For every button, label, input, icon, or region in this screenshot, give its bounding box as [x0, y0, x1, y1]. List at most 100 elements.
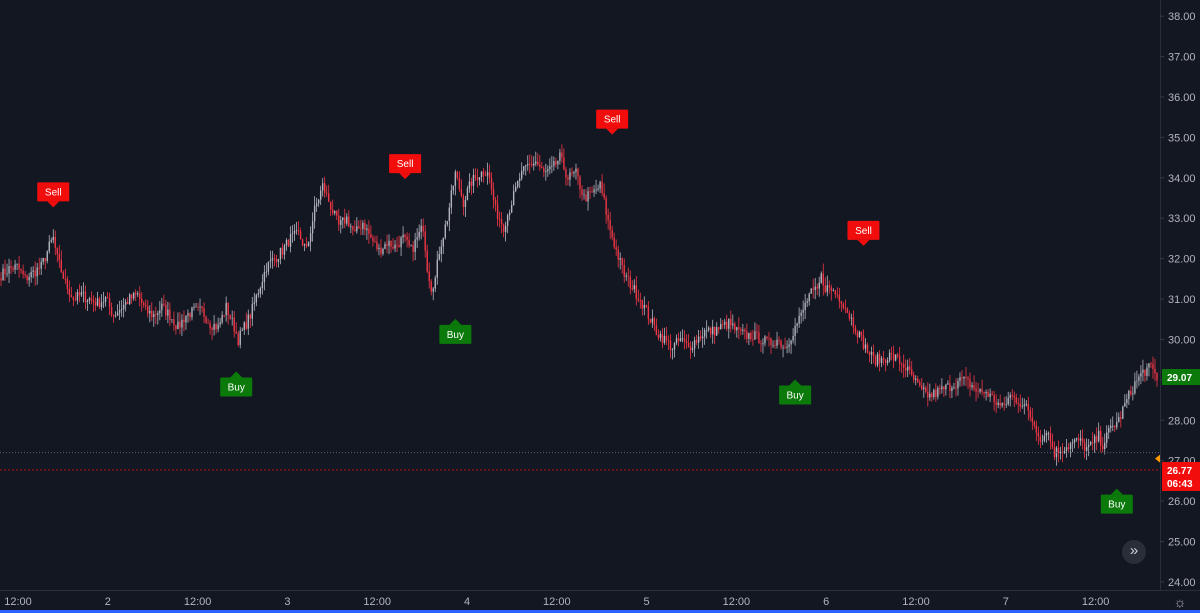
candle [609, 220, 611, 231]
candle [273, 258, 276, 260]
sell-signal[interactable]: Sell [847, 220, 880, 246]
candle [583, 194, 585, 196]
candle [446, 221, 449, 225]
candle [919, 382, 921, 386]
candle [356, 226, 358, 232]
signal-pointer [1110, 488, 1123, 495]
candle [1031, 417, 1034, 423]
candle [118, 310, 121, 313]
candle [338, 215, 340, 225]
candle [738, 327, 740, 330]
candle [595, 189, 597, 191]
candle [1053, 447, 1056, 458]
sell-signal[interactable]: Sell [389, 154, 422, 180]
candle [545, 171, 547, 173]
candle [315, 203, 318, 206]
candle [973, 385, 975, 389]
candle [249, 314, 251, 319]
candle [597, 188, 599, 190]
candle [756, 331, 758, 333]
candle [506, 215, 509, 226]
candle [1043, 435, 1046, 441]
candle [139, 293, 141, 299]
candle [237, 333, 239, 346]
sell-signal[interactable]: Sell [596, 109, 629, 135]
candle [868, 352, 871, 355]
signal-pointer [47, 201, 60, 208]
candle [826, 285, 828, 292]
y-tick-label: 30.00 [1168, 334, 1196, 346]
candle [1087, 444, 1090, 448]
price-axis[interactable] [1160, 0, 1200, 613]
candle [1089, 442, 1092, 445]
candle [722, 324, 724, 325]
candle [567, 177, 569, 180]
candle [269, 260, 272, 262]
buy-signal[interactable]: Buy [439, 318, 472, 344]
candle [376, 241, 378, 250]
candle [651, 318, 654, 323]
candle [621, 258, 623, 266]
candle [50, 240, 52, 242]
candle [52, 236, 54, 241]
candle [728, 318, 730, 329]
candle [780, 340, 782, 348]
signal-text: Buy [786, 391, 803, 402]
candle [92, 299, 95, 302]
candle [917, 378, 919, 383]
signal-pointer [606, 128, 619, 135]
y-tick-label: 36.00 [1168, 92, 1196, 104]
candle [1079, 438, 1082, 441]
candle [124, 301, 127, 305]
candle [20, 269, 22, 271]
candle [965, 376, 967, 378]
candle [909, 366, 911, 370]
candle [527, 163, 529, 166]
candle [412, 245, 414, 252]
candle [36, 267, 38, 277]
candle [953, 387, 955, 389]
candle [603, 193, 605, 198]
candle [1007, 397, 1009, 405]
candle [705, 329, 708, 331]
last-price-box [1162, 369, 1200, 386]
candle [358, 226, 360, 229]
buy-signal[interactable]: Buy [779, 379, 812, 405]
candle [1023, 404, 1026, 406]
candle [541, 166, 543, 169]
candle [1039, 436, 1042, 442]
candle [444, 224, 447, 238]
candle [408, 239, 410, 246]
candle [424, 231, 426, 251]
candle [977, 391, 979, 393]
scroll-to-realtime-button[interactable]: » [1122, 540, 1146, 564]
candle [818, 282, 820, 289]
candle [432, 288, 434, 292]
candle [334, 210, 336, 214]
candle [852, 317, 855, 328]
candle [742, 329, 744, 331]
candle [422, 225, 424, 232]
chart-settings-button[interactable]: ☼ [1171, 593, 1189, 611]
candle [997, 402, 999, 405]
sell-signal[interactable]: Sell [37, 182, 70, 208]
candle [137, 293, 139, 295]
candle [1015, 397, 1017, 403]
candle [790, 340, 792, 345]
candle [581, 189, 583, 195]
buy-signal[interactable]: Buy [1100, 488, 1133, 514]
candle [402, 234, 404, 238]
candle [577, 168, 579, 177]
buy-signal[interactable]: Buy [220, 371, 253, 397]
candle [62, 272, 65, 279]
candle [1102, 445, 1104, 450]
candle [669, 340, 672, 350]
candle [1063, 450, 1066, 453]
candle [94, 301, 97, 306]
candle [283, 245, 286, 255]
candle [687, 342, 690, 347]
candle [601, 181, 603, 194]
candle [894, 354, 897, 361]
candle [496, 204, 499, 219]
